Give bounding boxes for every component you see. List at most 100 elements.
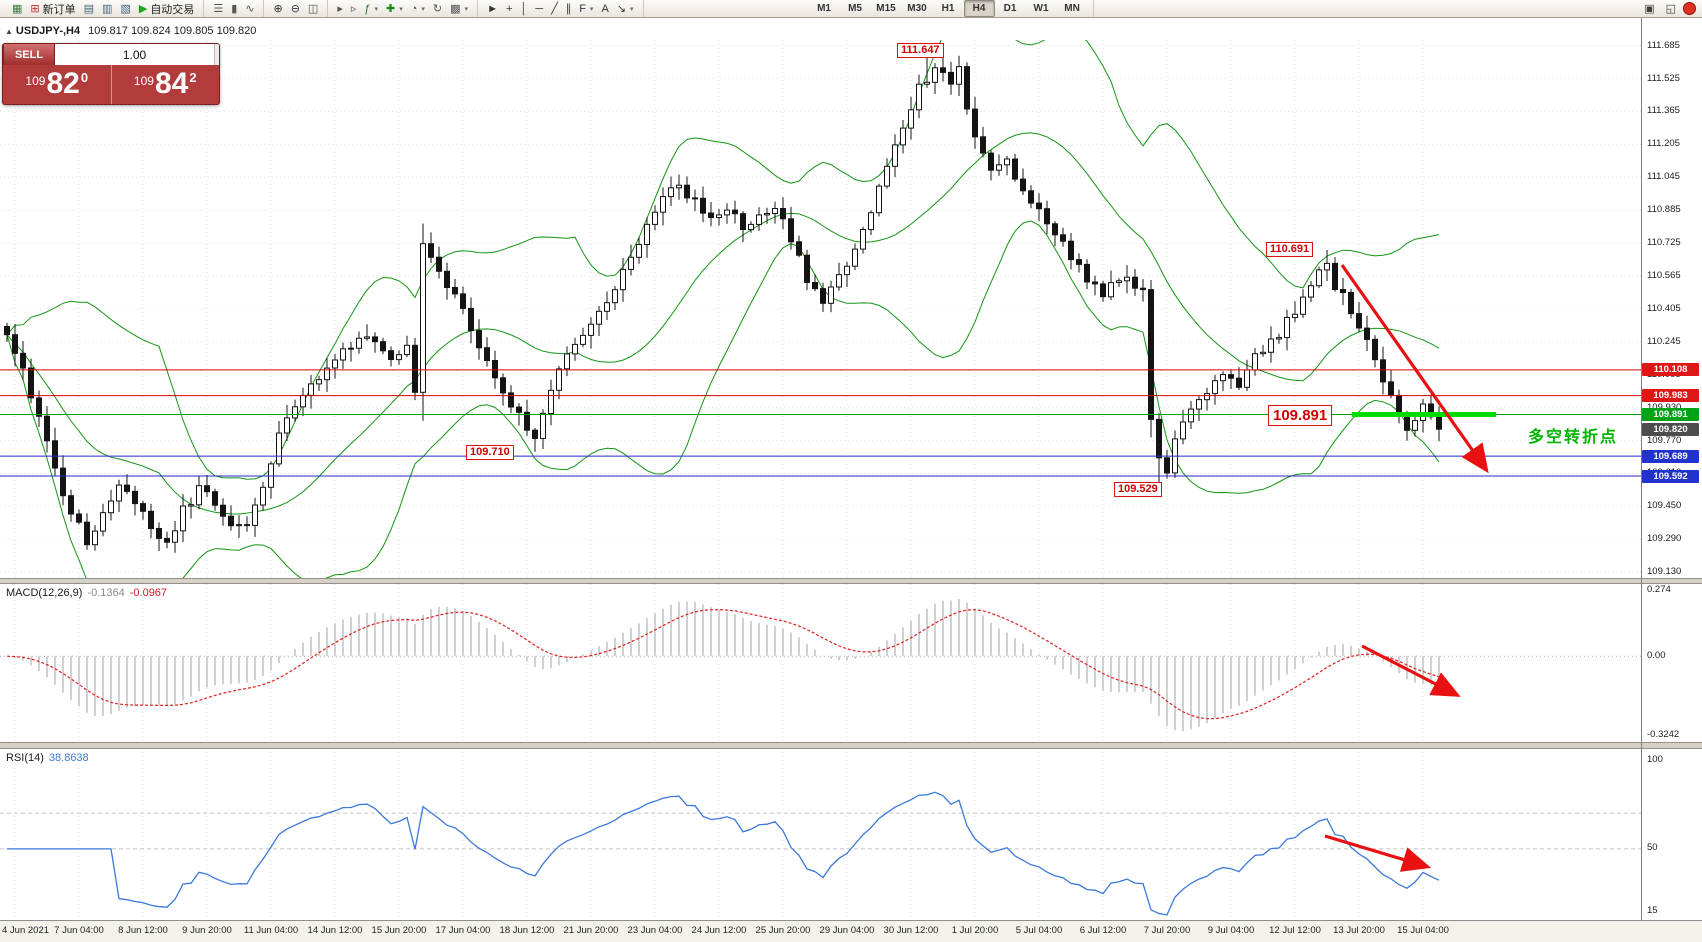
time-axis-label: 15 Jul 04:00	[1397, 925, 1449, 936]
channel-button[interactable]: ∥	[562, 0, 576, 17]
timeframe-m30[interactable]: M30	[907, 3, 927, 14]
spin-down-icon[interactable]: ▾	[215, 54, 219, 65]
candlestick-chart-button[interactable]: ▮	[227, 0, 241, 17]
time-axis[interactable]: 4 Jun 2021 7 Jun 04:00 8 Jun 12:00 9 Jun 20…	[0, 920, 1702, 942]
price-axis-label: 109.450	[1647, 500, 1682, 512]
refresh-button[interactable]: ↻	[429, 0, 446, 17]
text-button[interactable]: A	[597, 0, 612, 17]
rsi-axis-label: 100	[1647, 754, 1663, 765]
time-axis-label: 4 Jun 2021	[2, 925, 50, 936]
volume-input[interactable]	[55, 44, 214, 65]
data-window-button[interactable]: ▥	[98, 0, 116, 17]
chart-shift-icon: ▹	[350, 2, 357, 15]
timeframe-m15[interactable]: M15	[876, 3, 896, 14]
macd-axis-label: -0.3242	[1647, 729, 1680, 740]
timeframe-mn[interactable]: MN	[1064, 3, 1080, 14]
zoom-in-button[interactable]: ⊕	[269, 0, 286, 17]
price-annotation[interactable]: 109.710	[466, 445, 514, 460]
crosshair-icon: +	[505, 2, 513, 15]
timeframe-m1[interactable]: M1	[817, 3, 831, 14]
timeframe-m5[interactable]: M5	[848, 3, 862, 14]
price-axis-label: 110.405	[1647, 302, 1681, 314]
time-axis-label: 9 Jul 04:00	[1207, 925, 1255, 936]
rsi-name: RSI(14)	[6, 752, 44, 764]
arrow-tools-button[interactable]: ↘ ▾	[613, 0, 638, 17]
zoom-out-icon: ⊖	[290, 2, 300, 15]
layout-icon[interactable]: ◱	[1662, 0, 1680, 17]
chevron-down-icon: ▾	[421, 5, 425, 13]
buy-price-main: 109	[133, 74, 154, 88]
new-order-icon: ⊞	[30, 2, 40, 15]
time-axis-label: 29 Jun 04:00	[819, 925, 875, 936]
price-annotation[interactable]: 110.691	[1266, 242, 1314, 257]
line-chart-button[interactable]: ∿	[241, 0, 258, 17]
buy-price[interactable]: 109 84 2	[112, 65, 220, 104]
trendline-button[interactable]: ╱	[547, 0, 562, 17]
add-indicator-button[interactable]: ✚ ▾	[382, 0, 407, 17]
candlestick-chart-icon: ▮	[231, 2, 238, 15]
timeframe-w1[interactable]: W1	[1033, 3, 1049, 14]
crosshair-button[interactable]: +	[502, 0, 516, 17]
price-axis-label: 111.045	[1647, 171, 1680, 183]
rsi-value: 38.8638	[48, 752, 89, 764]
price-marker-109.891: 109.891	[1642, 408, 1699, 422]
fibonacci-button[interactable]: F ▾	[575, 0, 597, 17]
timeframe-d1[interactable]: D1	[1003, 3, 1017, 14]
price-axis-label: 110.565	[1647, 269, 1681, 281]
chart-canvas[interactable]	[0, 18, 1702, 920]
new-order-button[interactable]: ⊞ 新订单	[26, 0, 79, 17]
chevron-down-icon: ▾	[464, 5, 469, 13]
spin-up-icon[interactable]: ▴	[215, 44, 219, 55]
volume-box: ▴ ▾	[55, 44, 219, 65]
market-watch-button[interactable]: ▤	[80, 0, 98, 17]
sell-price[interactable]: 109 82 0	[3, 65, 111, 104]
time-axis-label: 24 Jun 12:00	[691, 925, 747, 936]
bar-chart-button[interactable]: ☰	[209, 0, 227, 17]
chevron-down-icon: ▾	[374, 5, 379, 13]
time-axis-label: 11 Jun 04:00	[243, 925, 299, 936]
timeframe-h4[interactable]: H4	[963, 0, 995, 17]
price-axis-label: 110.725	[1647, 237, 1681, 248]
templates-button[interactable]: ▩ ▾	[446, 0, 472, 17]
auto-scroll-button[interactable]: ▸	[333, 0, 347, 17]
chart-shift-button[interactable]: ▹	[347, 0, 361, 17]
indicators-button[interactable]: ƒ ▾	[360, 0, 382, 17]
line-chart-icon: ∿	[245, 2, 255, 15]
templates-icon: ▩	[450, 2, 461, 15]
time-axis-label: 12 Jul 12:00	[1269, 925, 1321, 936]
sell-price-big: 82	[46, 67, 80, 100]
navigator-icon: ▧	[120, 2, 131, 15]
navigator-button[interactable]: ▧	[116, 0, 134, 17]
new-chart-button[interactable]: ▦	[8, 0, 26, 17]
autotrade-button[interactable]: ▶ 自动交易	[135, 0, 198, 17]
alerts-icon[interactable]: ▣	[1640, 0, 1658, 17]
time-axis-label: 6 Jul 12:00	[1079, 925, 1127, 936]
time-axis-label: 7 Jun 04:00	[54, 925, 104, 936]
price-annotation[interactable]: 109.891	[1268, 405, 1333, 426]
zoom-out-button[interactable]: ⊖	[287, 0, 304, 17]
price-annotation[interactable]: 111.647	[897, 43, 944, 58]
price-marker-110.108: 110.108	[1642, 363, 1699, 377]
chevron-down-icon: ▾	[630, 5, 634, 13]
channel-icon: ∥	[565, 2, 572, 15]
vertical-line-button[interactable]: │	[516, 0, 531, 17]
horizontal-line-button[interactable]: ─	[531, 0, 547, 17]
price-axis-label: 111.365	[1647, 105, 1680, 117]
timeframe-h1[interactable]: H1	[941, 3, 955, 14]
notification-badge[interactable]	[1683, 2, 1696, 15]
alerts-icon: ▣	[1644, 2, 1655, 15]
volume-spinner[interactable]: ▴ ▾	[214, 44, 219, 65]
price-annotation[interactable]: 109.529	[1114, 482, 1162, 497]
cursor-button[interactable]: ►	[483, 0, 502, 17]
time-axis-label: 23 Jun 04:00	[627, 925, 683, 936]
turning-point-note[interactable]: 多空转折点	[1528, 429, 1619, 446]
rsi-label: RSI(14) 38.8638	[6, 752, 94, 764]
price-axis[interactable]: 111.685 111.525 111.365 111.205 111.045 110.8…	[1642, 18, 1702, 920]
symbol-info: ▲ USDJPY-,H4 109.817 109.824 109.805 109.8…	[5, 25, 256, 37]
time-axis-label: 15 Jun 20:00	[371, 925, 427, 936]
sell-button[interactable]: SELL	[3, 44, 55, 65]
tile-windows-button[interactable]: ◫	[304, 0, 322, 17]
periods-button[interactable]: ◔ ▾	[407, 0, 429, 17]
time-axis-label: 1 Jul 20:00	[951, 925, 999, 936]
time-axis-label: 13 Jul 20:00	[1333, 925, 1385, 936]
